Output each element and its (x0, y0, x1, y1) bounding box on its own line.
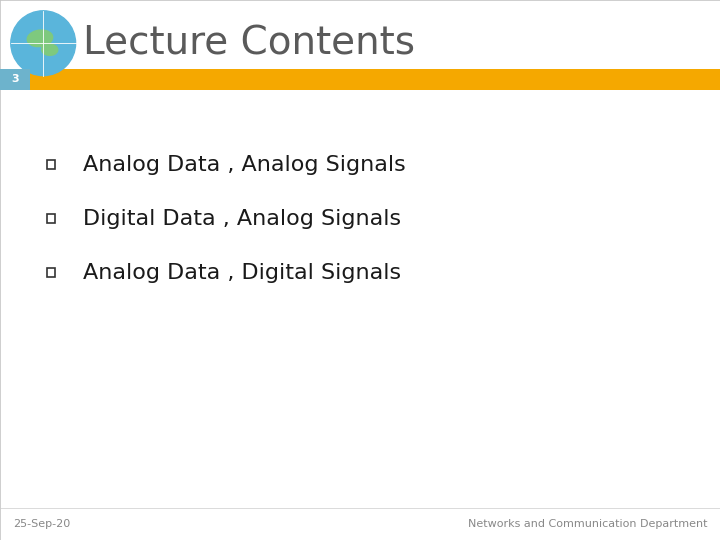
FancyBboxPatch shape (0, 69, 30, 90)
Ellipse shape (27, 30, 53, 46)
Text: 25-Sep-20: 25-Sep-20 (13, 519, 71, 529)
FancyBboxPatch shape (47, 214, 55, 223)
FancyBboxPatch shape (47, 160, 55, 169)
FancyBboxPatch shape (47, 268, 55, 277)
Text: Lecture Contents: Lecture Contents (83, 24, 415, 62)
Text: Digital Data , Analog Signals: Digital Data , Analog Signals (83, 208, 401, 229)
Text: Analog Data , Digital Signals: Analog Data , Digital Signals (83, 262, 401, 283)
Text: Analog Data , Analog Signals: Analog Data , Analog Signals (83, 154, 405, 175)
FancyBboxPatch shape (0, 69, 720, 90)
Text: Networks and Communication Department: Networks and Communication Department (467, 519, 707, 529)
Ellipse shape (11, 11, 76, 76)
Ellipse shape (42, 44, 58, 56)
Text: 3: 3 (12, 75, 19, 84)
